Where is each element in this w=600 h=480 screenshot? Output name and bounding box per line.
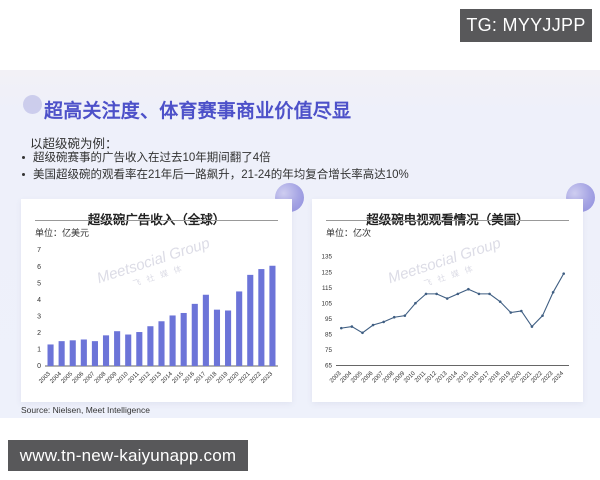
- svg-text:2006: 2006: [72, 371, 86, 385]
- svg-text:2005: 2005: [60, 371, 74, 385]
- svg-text:115: 115: [322, 285, 333, 292]
- svg-text:2009: 2009: [105, 371, 119, 385]
- svg-text:2003: 2003: [329, 370, 343, 384]
- svg-text:2017: 2017: [194, 371, 208, 385]
- svg-text:2016: 2016: [183, 371, 197, 385]
- svg-text:2024: 2024: [551, 370, 565, 384]
- svg-text:2006: 2006: [361, 370, 375, 384]
- svg-text:2003: 2003: [38, 371, 52, 385]
- svg-text:0: 0: [37, 363, 41, 370]
- svg-text:2010: 2010: [403, 370, 417, 384]
- svg-text:2004: 2004: [340, 370, 354, 384]
- svg-text:135: 135: [321, 254, 332, 261]
- svg-text:3: 3: [37, 313, 41, 320]
- svg-text:2014: 2014: [160, 371, 174, 385]
- svg-text:2007: 2007: [371, 370, 385, 384]
- svg-text:5: 5: [37, 280, 41, 287]
- svg-text:2021: 2021: [520, 370, 534, 384]
- svg-text:85: 85: [325, 332, 333, 339]
- svg-text:7: 7: [37, 247, 41, 254]
- svg-text:2023: 2023: [541, 370, 555, 384]
- svg-text:1: 1: [37, 347, 41, 354]
- svg-text:2008: 2008: [382, 370, 396, 384]
- svg-text:2: 2: [37, 330, 41, 337]
- svg-text:2007: 2007: [83, 371, 97, 385]
- svg-text:75: 75: [325, 347, 333, 354]
- svg-text:2011: 2011: [127, 371, 141, 385]
- svg-text:2022: 2022: [249, 371, 263, 385]
- svg-text:2017: 2017: [477, 370, 491, 384]
- svg-text:2008: 2008: [94, 371, 108, 385]
- svg-text:2014: 2014: [446, 370, 460, 384]
- svg-text:2018: 2018: [205, 371, 219, 385]
- svg-text:4: 4: [37, 297, 41, 304]
- svg-text:2005: 2005: [350, 370, 364, 384]
- svg-text:6: 6: [37, 264, 41, 271]
- svg-text:65: 65: [325, 363, 333, 370]
- svg-text:2015: 2015: [171, 371, 185, 385]
- svg-text:2013: 2013: [149, 371, 163, 385]
- svg-text:2022: 2022: [530, 370, 544, 384]
- svg-text:2023: 2023: [260, 371, 274, 385]
- svg-text:2004: 2004: [49, 371, 63, 385]
- svg-text:105: 105: [321, 300, 332, 307]
- svg-text:2016: 2016: [467, 370, 481, 384]
- svg-text:2011: 2011: [414, 370, 428, 384]
- svg-text:2019: 2019: [216, 371, 230, 385]
- svg-text:2013: 2013: [435, 370, 449, 384]
- svg-text:2019: 2019: [498, 370, 512, 384]
- svg-text:95: 95: [325, 316, 333, 323]
- svg-text:2015: 2015: [456, 370, 470, 384]
- svg-text:2020: 2020: [227, 371, 241, 385]
- svg-text:2020: 2020: [509, 370, 523, 384]
- svg-text:125: 125: [321, 269, 332, 276]
- svg-text:2018: 2018: [488, 370, 502, 384]
- svg-text:2021: 2021: [238, 371, 252, 385]
- svg-text:2010: 2010: [116, 371, 130, 385]
- svg-text:2012: 2012: [138, 371, 152, 385]
- svg-text:2009: 2009: [393, 370, 407, 384]
- svg-text:2012: 2012: [424, 370, 438, 384]
